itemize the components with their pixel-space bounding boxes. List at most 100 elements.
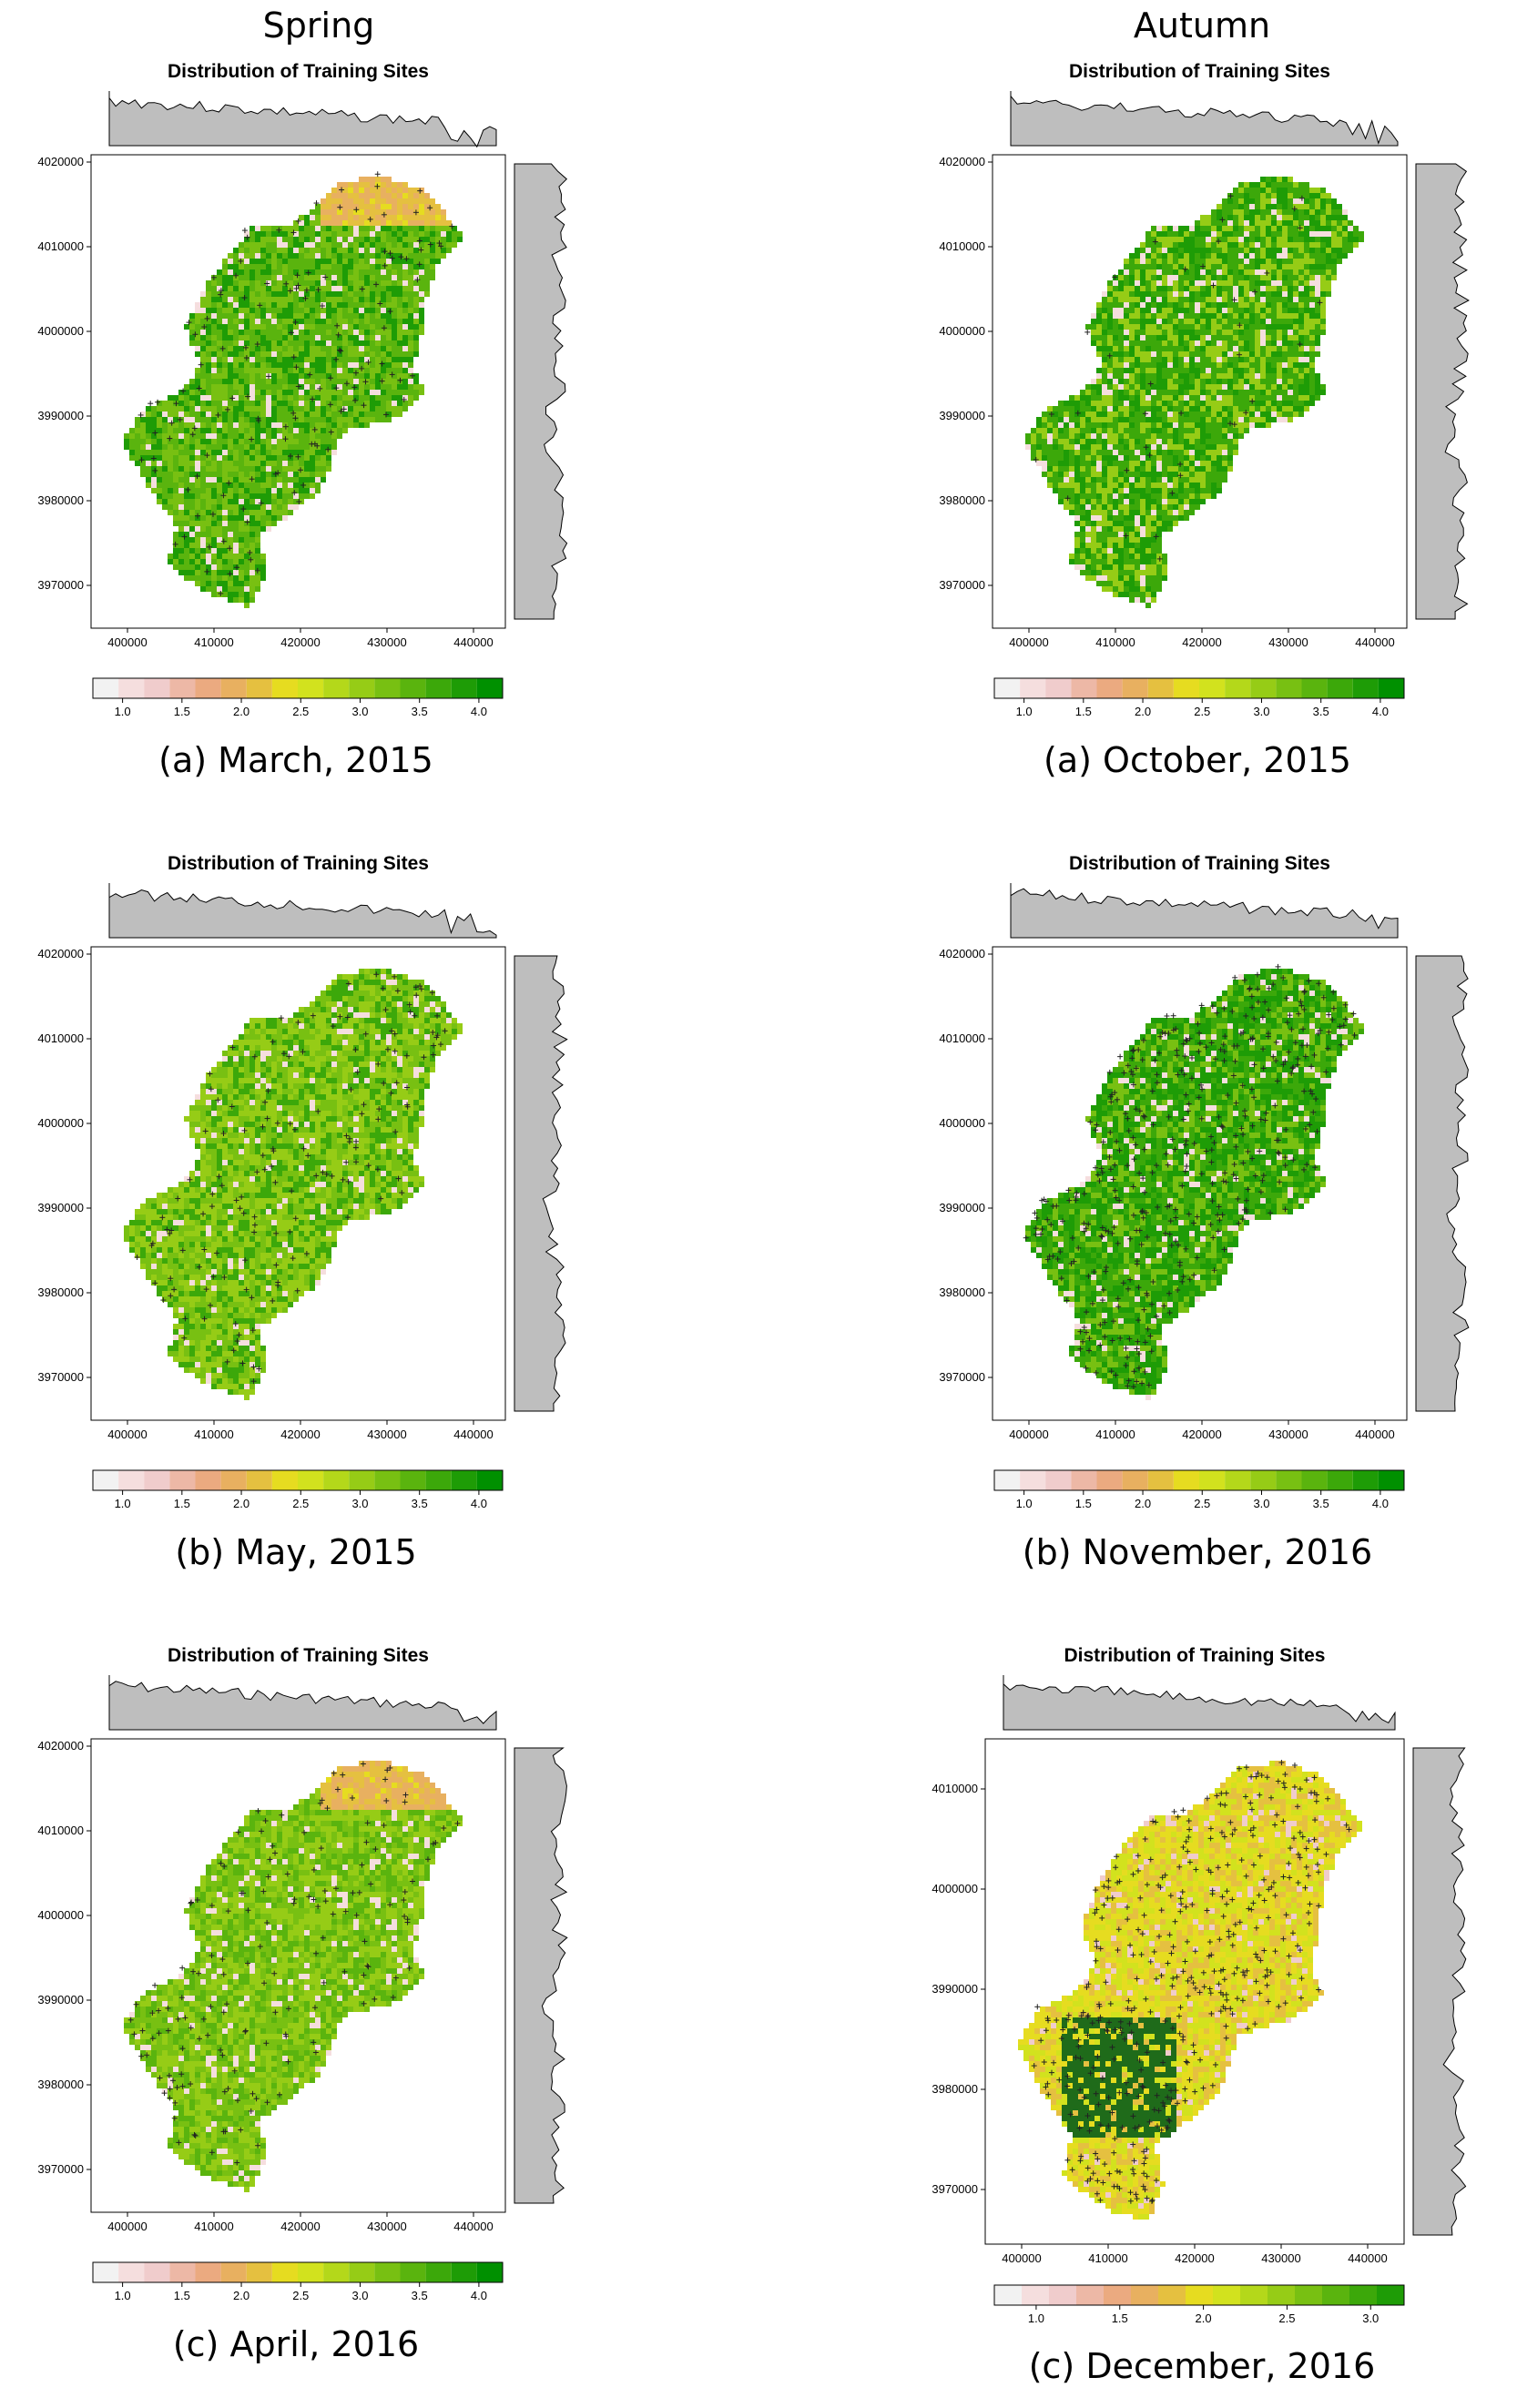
chart-svg: Distribution of Training Sites 4020000 401… xyxy=(920,833,1517,1616)
legend-tick-label: 3.0 xyxy=(1362,2311,1379,2325)
legend: 1.0 1.5 2.0 2.5 3.0 xyxy=(994,2285,1404,2325)
panel-april-2016: Distribution of Training Sites 4020000 401… xyxy=(18,1625,710,2408)
x-tick-label: 440000 xyxy=(453,635,493,649)
legend-tick-label: 2.5 xyxy=(1194,705,1210,718)
y-tick-label: 4000000 xyxy=(37,324,84,338)
y-tick-label: 4010000 xyxy=(37,1824,84,1837)
legend-tick-label: 1.0 xyxy=(115,705,131,718)
chart-svg: Distribution of Training Sites 4010000 400… xyxy=(920,1625,1517,2408)
x-tick-label: 420000 xyxy=(280,635,320,649)
y-tick-label: 3970000 xyxy=(932,2182,978,2196)
x-tick-label: 420000 xyxy=(280,2220,320,2233)
x-tick-label: 410000 xyxy=(194,2220,233,2233)
y-tick-label: 3970000 xyxy=(37,2162,84,2176)
legend-tick-label: 1.0 xyxy=(1016,1497,1033,1510)
x-tick-label: 430000 xyxy=(1268,1428,1308,1441)
y-tick-label: 3990000 xyxy=(37,1201,84,1214)
legend-tick-label: 1.0 xyxy=(1028,2311,1044,2325)
legend-tick-label: 2.5 xyxy=(292,1497,309,1510)
y-tick-label: 4000000 xyxy=(939,1116,985,1130)
right-histogram xyxy=(1416,164,1469,619)
chart-title: Distribution of Training Sites xyxy=(168,1645,429,1666)
x-tick-label: 430000 xyxy=(1268,635,1308,649)
y-tick-label: 3970000 xyxy=(37,1370,84,1384)
x-tick-label: 440000 xyxy=(1348,2251,1387,2265)
x-tick-label: 410000 xyxy=(1095,1428,1135,1441)
top-histogram xyxy=(1011,883,1398,938)
legend-tick-label: 2.5 xyxy=(1278,2311,1295,2325)
top-histogram xyxy=(109,1675,496,1730)
chart-title: Distribution of Training Sites xyxy=(1069,853,1330,874)
y-tick-label: 3980000 xyxy=(939,1285,985,1299)
y-tick-label: 3980000 xyxy=(939,493,985,507)
legend-tick-label: 1.5 xyxy=(1112,2311,1128,2325)
legend-tick-label: 3.5 xyxy=(1313,1497,1329,1510)
panel-caption: (c) December, 2016 xyxy=(929,2346,1475,2386)
legend-tick-label: 3.0 xyxy=(351,2289,368,2302)
y-tick-label: 4010000 xyxy=(939,1031,985,1045)
legend-tick-label: 2.0 xyxy=(233,1497,249,1510)
y-tick-label: 3980000 xyxy=(37,1285,84,1299)
chart-svg: Distribution of Training Sites4020000401… xyxy=(920,41,1517,824)
legend: 1.0 1.5 2.0 2.5 3.0 3.5 4.0 xyxy=(994,1470,1404,1510)
y-tick-label: 4000000 xyxy=(932,1882,978,1895)
x-tick-label: 440000 xyxy=(1355,1428,1394,1441)
top-histogram xyxy=(109,883,496,938)
chart-title: Distribution of Training Sites xyxy=(168,853,429,874)
legend-tick-label: 1.0 xyxy=(115,2289,131,2302)
y-tick-label: 4020000 xyxy=(939,155,985,168)
x-tick-label: 420000 xyxy=(1182,1428,1221,1441)
legend-tick-label: 3.0 xyxy=(1253,1497,1269,1510)
y-tick-label: 4020000 xyxy=(37,947,84,960)
legend-tick-label: 3.0 xyxy=(1253,705,1269,718)
legend-tick-label: 4.0 xyxy=(1372,705,1389,718)
x-tick-label: 440000 xyxy=(453,1428,493,1441)
legend-tick-label: 2.0 xyxy=(233,705,249,718)
x-tick-label: 400000 xyxy=(107,635,147,649)
panel-caption: (c) April, 2016 xyxy=(23,2324,569,2364)
y-tick-label: 4010000 xyxy=(932,1782,978,1795)
chart-svg: Distribution of Training Sites4020000401… xyxy=(18,41,710,824)
panel-december-2016: Distribution of Training Sites 4010000 400… xyxy=(920,1625,1517,2408)
y-tick-label: 4020000 xyxy=(939,947,985,960)
legend-tick-label: 1.5 xyxy=(1075,705,1092,718)
legend-tick-label: 2.5 xyxy=(1194,1497,1210,1510)
legend-tick-label: 1.5 xyxy=(1075,1497,1092,1510)
y-tick-label: 4000000 xyxy=(37,1908,84,1922)
y-tick-label: 4010000 xyxy=(37,1031,84,1045)
legend-tick-label: 4.0 xyxy=(471,2289,487,2302)
legend-tick-label: 2.5 xyxy=(292,705,309,718)
x-tick-label: 400000 xyxy=(1009,635,1048,649)
legend-tick-label: 2.0 xyxy=(1196,2311,1212,2325)
panel-caption: (b) May, 2015 xyxy=(23,1532,569,1572)
right-histogram xyxy=(514,1748,567,2203)
legend-tick-label: 3.5 xyxy=(412,2289,428,2302)
legend-tick-label: 2.0 xyxy=(1135,1497,1151,1510)
x-tick-label: 410000 xyxy=(1095,635,1135,649)
right-histogram xyxy=(514,164,567,619)
x-tick-label: 410000 xyxy=(1088,2251,1127,2265)
x-tick-label: 430000 xyxy=(1261,2251,1300,2265)
y-tick-label: 3970000 xyxy=(37,578,84,592)
legend-tick-label: 4.0 xyxy=(471,1497,487,1510)
chart-title: Distribution of Training Sites xyxy=(1064,1645,1325,1666)
y-tick-label: 4020000 xyxy=(37,1739,84,1753)
chart-title: Distribution of Training Sites xyxy=(1069,61,1330,82)
legend-tick-label: 3.0 xyxy=(351,705,368,718)
legend-tick-label: 3.5 xyxy=(1313,705,1329,718)
y-tick-label: 3990000 xyxy=(37,409,84,422)
autumn-heading: Autumn xyxy=(1020,5,1384,46)
y-tick-label: 4000000 xyxy=(37,1116,84,1130)
panel-caption: (a) October, 2015 xyxy=(924,740,1471,780)
legend-tick-label: 4.0 xyxy=(471,705,487,718)
legend-tick-label: 1.5 xyxy=(174,705,190,718)
y-tick-label: 3980000 xyxy=(37,493,84,507)
right-histogram xyxy=(514,956,567,1411)
y-tick-label: 3980000 xyxy=(932,2082,978,2096)
x-tick-label: 430000 xyxy=(367,2220,406,2233)
legend-tick-label: 4.0 xyxy=(1372,1497,1389,1510)
